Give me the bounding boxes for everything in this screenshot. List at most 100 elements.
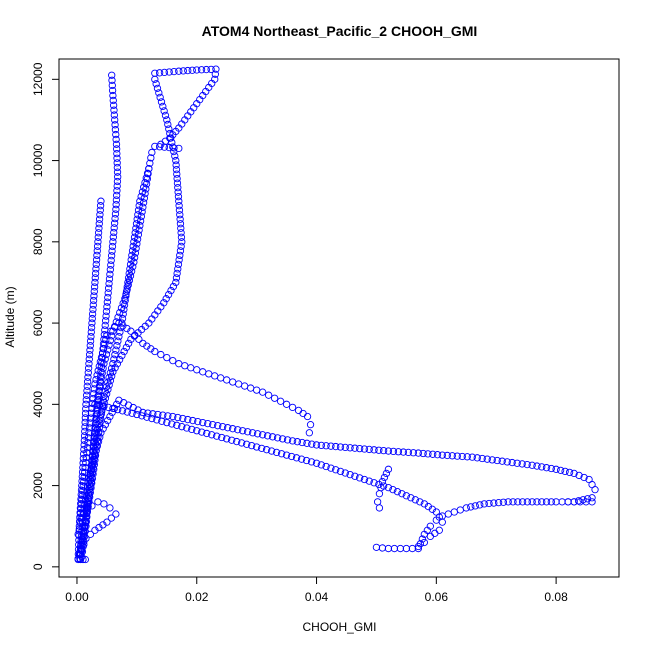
data-point (384, 447, 393, 455)
data-point (394, 448, 403, 456)
data-point (140, 194, 148, 202)
data-point (247, 384, 255, 392)
data-point (504, 498, 512, 506)
data-point (96, 211, 104, 219)
data-point (76, 555, 85, 564)
data-point (173, 174, 181, 183)
data-point (79, 487, 87, 495)
data-point (109, 91, 117, 100)
y-axis-label: Altitude (m) (3, 286, 17, 347)
data-point (179, 414, 187, 423)
data-point (147, 154, 155, 162)
data-point (124, 339, 133, 348)
data-point (575, 471, 583, 480)
data-point (79, 463, 87, 472)
data-point (83, 487, 91, 495)
data-point (91, 269, 100, 278)
data-point (356, 444, 364, 453)
data-point (90, 385, 98, 393)
data-point (263, 432, 272, 440)
data-point (105, 341, 113, 349)
data-point (95, 424, 103, 432)
data-point (93, 242, 102, 250)
data-point (416, 498, 424, 506)
data-point (127, 267, 136, 275)
data-point (90, 283, 99, 291)
data-point (108, 408, 116, 417)
data-point (351, 472, 359, 480)
data-point (77, 490, 85, 499)
data-point (76, 513, 84, 521)
data-point (547, 498, 555, 506)
data-point (580, 473, 588, 482)
data-point (94, 367, 102, 375)
data-point (113, 360, 122, 368)
data-point (160, 68, 169, 77)
data-point (473, 454, 481, 462)
data-point (112, 205, 120, 213)
data-point (174, 265, 182, 273)
data-point (81, 423, 89, 431)
data-point (86, 419, 94, 427)
data-point (171, 152, 179, 160)
data-point (249, 429, 257, 437)
data-point (125, 276, 134, 285)
data-point (370, 479, 378, 487)
data-point (76, 504, 85, 512)
data-point (208, 431, 216, 439)
data-points (74, 65, 599, 564)
data-point (96, 419, 104, 427)
data-point (112, 346, 120, 354)
data-point (109, 368, 117, 376)
data-point (90, 390, 98, 398)
data-point (181, 362, 189, 370)
data-point (538, 463, 546, 471)
data-point (398, 490, 406, 498)
data-point (294, 406, 303, 415)
data-point (95, 215, 104, 223)
data-point (144, 170, 152, 178)
data-point (198, 428, 206, 436)
data-point (588, 498, 596, 506)
data-point (80, 445, 88, 454)
data-point (163, 116, 171, 124)
data-point (84, 439, 92, 447)
data-point (416, 540, 425, 548)
data-point (360, 445, 369, 453)
data-point (277, 450, 286, 458)
data-point (135, 335, 143, 343)
data-point (87, 409, 95, 417)
data-point (189, 416, 197, 425)
data-point (121, 295, 129, 303)
data-point (110, 355, 118, 363)
data-point (97, 373, 106, 382)
data-point (399, 448, 408, 456)
data-point (155, 89, 163, 97)
data-point (111, 323, 119, 331)
data-point (82, 491, 90, 500)
data-point (81, 418, 89, 427)
data-point (79, 459, 87, 467)
data-point (96, 433, 104, 441)
data-point (112, 135, 120, 144)
data-point (84, 369, 92, 377)
data-point (480, 500, 488, 508)
data-point (173, 269, 181, 278)
data-point (92, 375, 100, 384)
x-axis: 0.00 0.02 0.04 0.06 0.08 (65, 576, 568, 604)
data-point (75, 518, 84, 526)
data-point (102, 307, 111, 316)
data-point (133, 235, 142, 243)
data-point (193, 427, 201, 435)
data-point (462, 504, 470, 512)
data-point (248, 441, 256, 450)
data-point (174, 260, 183, 269)
data-point (113, 182, 121, 190)
data-point (169, 412, 177, 421)
data-point (188, 425, 196, 434)
data-point (138, 208, 146, 216)
data-point (258, 431, 267, 439)
data-point (111, 116, 119, 124)
data-point (108, 76, 116, 84)
data-point (303, 439, 311, 447)
